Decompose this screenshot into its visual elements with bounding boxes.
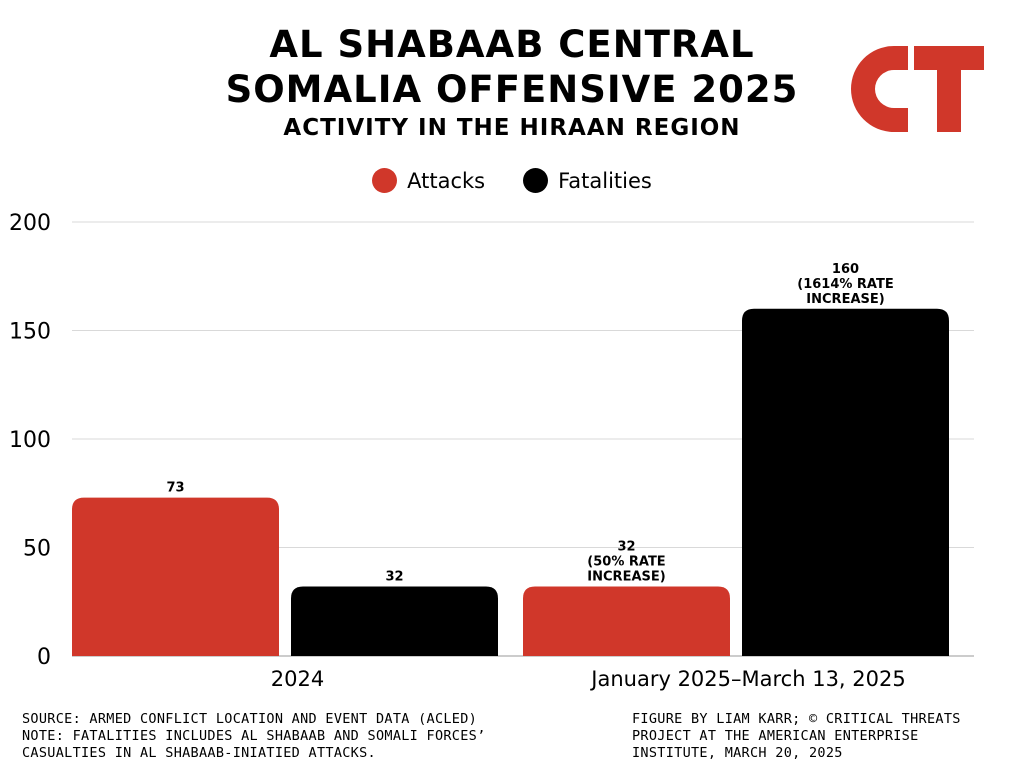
y-tick-label: 0 xyxy=(37,645,51,670)
data-label: 160 (1614% RATE INCREASE) xyxy=(797,262,893,307)
bar-chart: 0 50 100 150 200 73 32 32 (50% RATE INCREASE) 160… xyxy=(9,211,974,691)
ct-logo-c-shape xyxy=(851,46,908,132)
footer-credit-line-3: INSTITUTE, MARCH 20, 2025 xyxy=(632,745,843,761)
y-axis-ticks: 0 50 100 150 200 xyxy=(9,211,51,670)
footer-source-line-3: CASUALTIES IN AL SHABAAB-INIATIED ATTACK… xyxy=(22,745,376,761)
legend-label-attacks: Attacks xyxy=(407,168,486,193)
chart-subtitle: ACTIVITY IN THE HIRAAN REGION xyxy=(283,115,741,141)
bar-fatalities xyxy=(742,308,949,656)
ct-logo-t-shape xyxy=(914,46,984,132)
legend-item-fatalities: Fatalities xyxy=(523,168,652,193)
bar-attacks xyxy=(72,497,279,656)
chart-title-block: AL SHABAAB CENTRAL SOMALIA OFFENSIVE 202… xyxy=(0,22,1024,143)
footer-credit-line-1: FIGURE BY LIAM KARR; © CRITICAL THREATS xyxy=(632,711,961,727)
y-tick-label: 150 xyxy=(9,320,51,345)
data-label: 32 xyxy=(385,570,403,585)
legend-item-attacks: Attacks xyxy=(372,168,485,193)
ct-logo xyxy=(851,46,984,132)
footer-source-note: SOURCE: ARMED CONFLICT LOCATION AND EVEN… xyxy=(22,711,486,762)
footer-credit-line-2: PROJECT AT THE AMERICAN ENTERPRISE xyxy=(632,728,919,744)
y-tick-label: 100 xyxy=(9,428,51,453)
bar-fatalities xyxy=(291,586,498,656)
data-labels: 73 32 32 (50% RATE INCREASE) 160 (1614% RATE IN… xyxy=(166,262,893,585)
data-label: 32 (50% RATE INCREASE) xyxy=(587,540,665,585)
bars xyxy=(72,308,949,656)
x-category-label: January 2025–March 13, 2025 xyxy=(589,667,905,691)
chart-title-line-2: SOMALIA OFFENSIVE 2025 xyxy=(225,68,799,111)
legend-label-fatalities: Fatalities xyxy=(558,168,652,193)
footer-source-line-1: SOURCE: ARMED CONFLICT LOCATION AND EVEN… xyxy=(22,711,478,727)
data-label: 73 xyxy=(166,481,184,496)
legend-swatch-fatalities xyxy=(523,168,549,193)
x-category-label: 2024 xyxy=(271,667,324,691)
chart-title-line-1: AL SHABAAB CENTRAL xyxy=(269,23,755,66)
footer-source-line-2: NOTE: FATALITIES INCLUDES AL SHABAAB AND… xyxy=(22,728,486,744)
chart-legend: Attacks Fatalities xyxy=(0,168,1024,193)
footer-credit: FIGURE BY LIAM KARR; © CRITICAL THREATS … xyxy=(632,711,961,762)
y-tick-label: 200 xyxy=(9,211,51,236)
legend-swatch-attacks xyxy=(372,168,398,193)
x-axis-categories: 2024 January 2025–March 13, 2025 xyxy=(271,667,906,691)
y-tick-label: 50 xyxy=(23,537,51,562)
bar-attacks xyxy=(523,586,730,656)
